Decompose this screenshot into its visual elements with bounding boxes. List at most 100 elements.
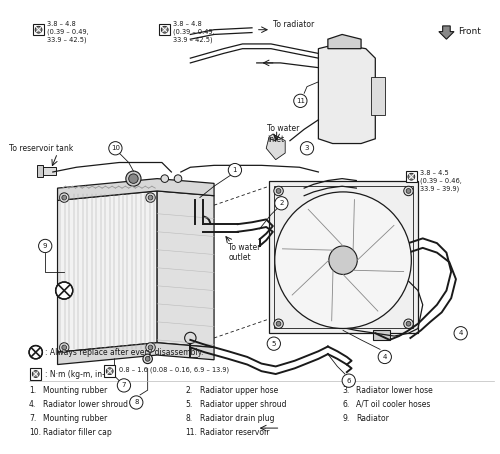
Bar bbox=[374, 331, 390, 340]
FancyBboxPatch shape bbox=[33, 24, 44, 35]
Polygon shape bbox=[58, 343, 214, 365]
Circle shape bbox=[148, 345, 153, 350]
Polygon shape bbox=[328, 35, 361, 49]
Circle shape bbox=[342, 374, 355, 387]
Circle shape bbox=[184, 332, 196, 344]
Circle shape bbox=[62, 195, 66, 200]
Circle shape bbox=[378, 350, 392, 364]
Polygon shape bbox=[318, 44, 376, 143]
Text: 3.8 – 4.5
(0.39 – 0.46,
33.9 – 39.9): 3.8 – 4.5 (0.39 – 0.46, 33.9 – 39.9) bbox=[420, 170, 462, 192]
Text: To water
outlet: To water outlet bbox=[228, 243, 260, 262]
Bar bbox=[36, 165, 44, 177]
Polygon shape bbox=[157, 191, 214, 347]
Circle shape bbox=[62, 345, 66, 350]
Circle shape bbox=[274, 319, 283, 329]
Circle shape bbox=[35, 26, 42, 33]
Circle shape bbox=[267, 337, 280, 350]
Text: 3: 3 bbox=[305, 145, 310, 151]
Text: 11.: 11. bbox=[186, 428, 198, 437]
Text: 5: 5 bbox=[272, 340, 276, 347]
Text: 4.: 4. bbox=[29, 400, 36, 409]
Circle shape bbox=[276, 188, 281, 193]
Circle shape bbox=[408, 173, 415, 180]
Bar bbox=[269, 182, 418, 333]
Text: Radiator upper shroud: Radiator upper shroud bbox=[200, 400, 286, 409]
Text: Radiator upper hose: Radiator upper hose bbox=[200, 385, 278, 395]
Circle shape bbox=[275, 192, 411, 329]
Text: Front: Front bbox=[458, 27, 480, 36]
Text: : Always replace after every disassembly.: : Always replace after every disassembly… bbox=[45, 348, 203, 357]
Circle shape bbox=[60, 343, 69, 352]
Text: Radiator drain plug: Radiator drain plug bbox=[200, 414, 274, 423]
FancyBboxPatch shape bbox=[104, 365, 116, 377]
Circle shape bbox=[29, 345, 42, 359]
Text: 5.: 5. bbox=[186, 400, 193, 409]
Circle shape bbox=[146, 356, 150, 361]
Text: 8.: 8. bbox=[186, 414, 192, 423]
Circle shape bbox=[32, 370, 39, 377]
Text: 1: 1 bbox=[232, 167, 237, 173]
Text: 9.: 9. bbox=[342, 414, 349, 423]
Text: 7: 7 bbox=[122, 382, 126, 389]
Circle shape bbox=[406, 321, 411, 326]
Text: 3.: 3. bbox=[342, 385, 349, 395]
Circle shape bbox=[406, 188, 411, 193]
Circle shape bbox=[38, 239, 52, 252]
Circle shape bbox=[128, 174, 138, 183]
Circle shape bbox=[228, 163, 241, 177]
Text: 3.8 – 4.8
(0.39 – 0.49,
33.9 – 42.5): 3.8 – 4.8 (0.39 – 0.49, 33.9 – 42.5) bbox=[47, 21, 88, 43]
Circle shape bbox=[174, 175, 182, 183]
Circle shape bbox=[162, 26, 168, 33]
Circle shape bbox=[404, 186, 413, 196]
Text: 4: 4 bbox=[458, 330, 463, 336]
Circle shape bbox=[274, 186, 283, 196]
Polygon shape bbox=[58, 191, 157, 352]
Text: 7.: 7. bbox=[29, 414, 36, 423]
Text: 11: 11 bbox=[296, 98, 305, 104]
Text: : N·m (kg-m, in-lb): : N·m (kg-m, in-lb) bbox=[45, 370, 115, 379]
Text: A/T oil cooler hoses: A/T oil cooler hoses bbox=[356, 400, 430, 409]
Polygon shape bbox=[439, 26, 454, 39]
Text: Radiator lower shroud: Radiator lower shroud bbox=[44, 400, 128, 409]
Circle shape bbox=[454, 326, 468, 340]
Bar bbox=[370, 77, 385, 115]
FancyBboxPatch shape bbox=[30, 368, 42, 380]
Text: Radiator reservoir: Radiator reservoir bbox=[200, 428, 270, 437]
Text: 2: 2 bbox=[279, 200, 283, 206]
Circle shape bbox=[329, 246, 358, 274]
Circle shape bbox=[148, 195, 153, 200]
Circle shape bbox=[275, 197, 288, 210]
Circle shape bbox=[56, 282, 72, 299]
Text: 0.8 – 1.6 (0.08 – 0.16, 6.9 – 13.9): 0.8 – 1.6 (0.08 – 0.16, 6.9 – 13.9) bbox=[119, 366, 230, 373]
Text: 1.: 1. bbox=[29, 385, 36, 395]
Circle shape bbox=[126, 171, 141, 186]
Text: 6: 6 bbox=[346, 378, 351, 384]
Text: 10.: 10. bbox=[29, 428, 41, 437]
Circle shape bbox=[60, 193, 69, 202]
Text: 9: 9 bbox=[43, 243, 48, 249]
Text: Radiator: Radiator bbox=[356, 414, 389, 423]
Text: Mounting rubber: Mounting rubber bbox=[44, 414, 108, 423]
Circle shape bbox=[118, 379, 130, 392]
Circle shape bbox=[276, 321, 281, 326]
Polygon shape bbox=[266, 134, 285, 160]
Circle shape bbox=[109, 142, 122, 155]
Bar bbox=[274, 186, 413, 329]
Circle shape bbox=[130, 396, 143, 409]
Text: Radiator lower hose: Radiator lower hose bbox=[356, 385, 433, 395]
Text: 3.8 – 4.8
(0.39 – 0.49,
33.9 – 42.5): 3.8 – 4.8 (0.39 – 0.49, 33.9 – 42.5) bbox=[174, 21, 215, 43]
Text: To radiator: To radiator bbox=[273, 20, 314, 30]
Text: Radiator filler cap: Radiator filler cap bbox=[44, 428, 112, 437]
Circle shape bbox=[146, 193, 155, 202]
Text: To reservoir tank: To reservoir tank bbox=[10, 144, 74, 153]
Circle shape bbox=[146, 343, 155, 352]
Text: 8: 8 bbox=[134, 400, 138, 405]
Circle shape bbox=[404, 319, 413, 329]
Text: To water
inlet: To water inlet bbox=[267, 124, 300, 144]
Text: 6.: 6. bbox=[342, 400, 349, 409]
Circle shape bbox=[161, 175, 168, 183]
Circle shape bbox=[294, 94, 307, 108]
FancyBboxPatch shape bbox=[406, 171, 417, 183]
Circle shape bbox=[300, 142, 314, 155]
Text: 10: 10 bbox=[111, 145, 120, 151]
